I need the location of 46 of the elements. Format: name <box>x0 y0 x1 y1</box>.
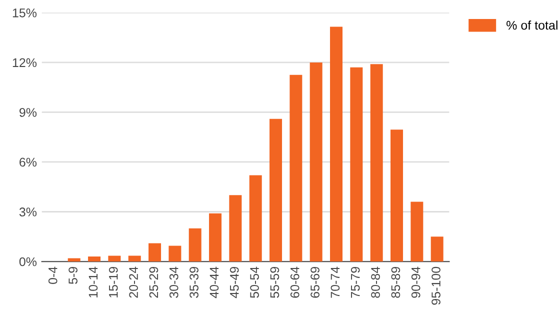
x-tick-label: 60-64 <box>290 266 300 298</box>
x-tick-label: 15-19 <box>108 266 118 298</box>
bar <box>188 228 202 262</box>
x-tick-label: 75-79 <box>350 266 360 298</box>
x-tick-label: 10-14 <box>88 266 98 298</box>
x-tick-label: 95-100 <box>432 266 440 305</box>
x-tick-label: 25-29 <box>149 266 158 298</box>
x-tick-label: 20-24 <box>129 266 138 298</box>
x-tick-label: 40-44 <box>210 266 219 298</box>
y-tick-label: 12% <box>12 58 37 68</box>
x-tick-label: 85-89 <box>391 266 400 298</box>
bar <box>168 246 182 262</box>
y-tick-label: 0% <box>19 257 37 266</box>
x-tick-label: 90-94 <box>411 266 420 298</box>
y-tick-label: 6% <box>20 158 37 167</box>
x-tick-label: 70-74 <box>330 266 340 298</box>
bar <box>249 175 262 262</box>
bar <box>330 26 343 262</box>
bar <box>430 236 444 262</box>
bar <box>390 130 404 262</box>
bar <box>290 74 302 262</box>
bar <box>350 67 363 262</box>
legend-label: % of total <box>506 20 558 30</box>
x-tick-label: 55-59 <box>270 266 280 298</box>
y-tick-label: 15% <box>12 8 37 18</box>
x-tick-label: 65-69 <box>310 266 320 298</box>
bar <box>410 202 424 262</box>
bar <box>128 256 141 262</box>
bar <box>370 64 383 262</box>
bar <box>229 195 242 262</box>
bar <box>310 62 322 262</box>
x-tick-label: 5-9 <box>68 266 78 284</box>
bar <box>68 258 80 262</box>
x-tick-label: 45-49 <box>230 266 239 298</box>
x-tick-label: 35-39 <box>190 266 198 298</box>
x-tick-label: 0-4 <box>48 266 58 284</box>
bar <box>148 243 162 262</box>
x-tick-label: 80-84 <box>371 266 380 298</box>
y-tick-label: 9% <box>20 108 37 117</box>
bar <box>209 213 222 262</box>
x-tick-label: 30-34 <box>169 266 178 298</box>
bar <box>108 256 121 262</box>
y-tick-label: 3% <box>19 208 37 216</box>
bar <box>270 118 282 262</box>
bar <box>88 256 101 262</box>
x-tick-label: 50-54 <box>250 266 259 298</box>
